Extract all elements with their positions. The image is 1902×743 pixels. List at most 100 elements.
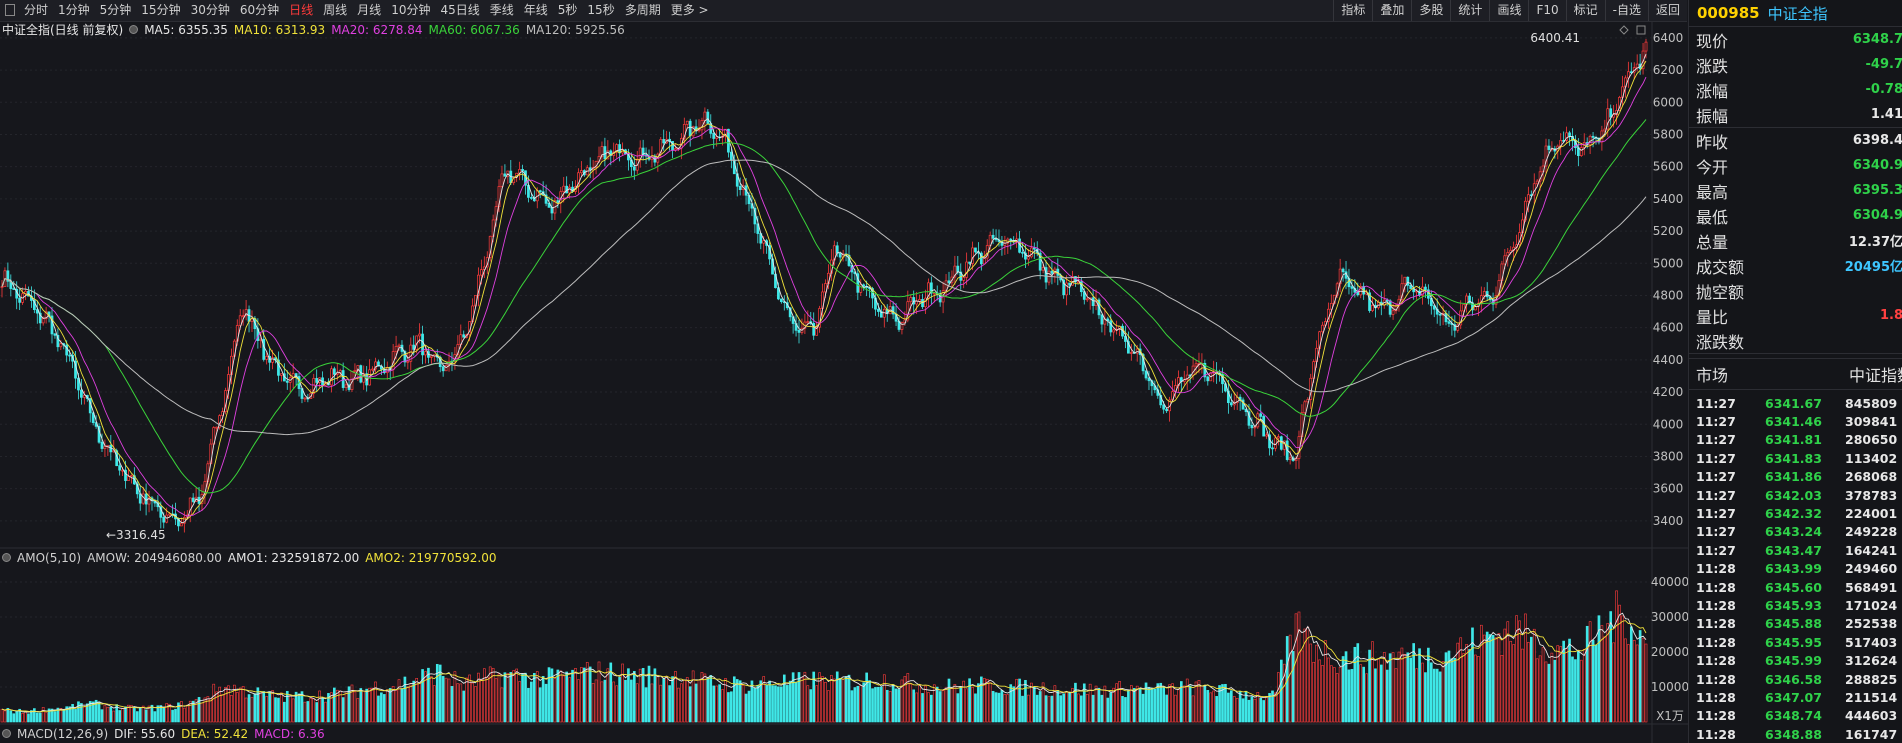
candle-body — [18, 297, 22, 303]
volume-bar — [1427, 647, 1430, 723]
volume-bar — [1362, 666, 1365, 723]
volume-bar — [1168, 684, 1171, 723]
volume-bar — [1438, 671, 1442, 723]
volume-bar — [359, 688, 363, 723]
volume-bar — [112, 710, 116, 723]
tool-button[interactable]: 指标 — [1333, 0, 1372, 21]
period-tab[interactable]: 分时 — [24, 3, 49, 17]
volume-bar — [306, 701, 310, 723]
candle-body — [1488, 296, 1492, 301]
volume-bar — [1412, 643, 1415, 723]
period-tab[interactable]: 月线 — [357, 3, 382, 17]
volume-bar — [1115, 683, 1118, 723]
candle-body — [130, 475, 133, 478]
period-tab[interactable]: 季线 — [489, 3, 514, 17]
candle-body — [1091, 297, 1095, 306]
volume-bar — [1265, 696, 1268, 723]
stock-code[interactable]: 000985 — [1697, 4, 1760, 22]
candle-body — [1350, 286, 1354, 289]
period-tab[interactable]: 15秒 — [587, 3, 615, 17]
period-tab[interactable]: 15分钟 — [141, 3, 181, 17]
ma-legend: 中证全指(日线 前复权) MA5: 6355.35 MA10: 6313.93 MA… — [2, 22, 631, 38]
volume-bar — [1209, 692, 1213, 723]
volume-bar — [1459, 637, 1463, 723]
volume-bar — [1318, 659, 1321, 723]
volume-bar — [1397, 651, 1401, 723]
volume-bar — [1582, 649, 1586, 723]
volume-bar — [341, 697, 345, 723]
period-tab[interactable]: 30分钟 — [190, 3, 230, 17]
volume-bar — [415, 678, 419, 723]
candle-body — [921, 299, 924, 308]
candle-body — [341, 370, 345, 388]
settings-dot-icon[interactable] — [129, 25, 139, 34]
volume-bar — [630, 679, 633, 723]
tool-button[interactable]: 标记 — [1565, 0, 1605, 21]
volume-bar — [485, 677, 489, 723]
volume-bar — [1277, 672, 1280, 723]
period-tab[interactable]: 45日线 — [440, 3, 480, 17]
period-tab[interactable]: 60分钟 — [239, 3, 280, 17]
tool-button[interactable]: F10 — [1528, 0, 1565, 21]
candle-body — [1329, 303, 1333, 310]
tick-price: 6343.24 — [1765, 524, 1822, 540]
volume-bar — [1359, 664, 1363, 723]
volume-bar — [1485, 631, 1489, 723]
period-tab[interactable]: 10分钟 — [391, 3, 431, 17]
menu-icon[interactable] — [5, 4, 15, 16]
tool-button[interactable]: 叠加 — [1372, 0, 1411, 21]
volume-bar — [1315, 644, 1318, 723]
period-tab[interactable]: 日线 — [289, 3, 314, 17]
volume-bar — [1091, 694, 1095, 723]
candle-body — [812, 323, 816, 336]
candle-body — [674, 148, 677, 151]
quote-row: 涨幅 -0.78 — [1689, 77, 1902, 102]
volume-bar — [935, 686, 939, 723]
volume-bar — [1532, 628, 1536, 723]
volume-bar — [1503, 628, 1507, 723]
volume-bar — [806, 685, 810, 723]
period-tab[interactable]: 周线 — [323, 3, 348, 17]
period-tab[interactable]: 多周期 — [624, 3, 661, 17]
volume-bar — [1229, 690, 1233, 723]
period-tab[interactable]: 5分钟 — [99, 3, 132, 17]
volume-bar — [594, 679, 598, 723]
tool-button[interactable]: 画线 — [1489, 0, 1528, 21]
period-tab[interactable]: 年线 — [523, 3, 548, 17]
candle-body — [1265, 434, 1268, 437]
tool-button[interactable]: 多股 — [1411, 0, 1450, 21]
volume-bar — [324, 701, 327, 723]
candle-body — [1321, 324, 1324, 333]
stock-name[interactable]: 中证全指 — [1767, 4, 1828, 23]
volume-bar — [171, 709, 174, 723]
candle-body — [1579, 147, 1583, 157]
candle-body — [409, 344, 413, 362]
volume-bar — [724, 678, 727, 723]
tick-row: 11:28 6348.74 444603 — [1689, 707, 1902, 725]
quote-row: 昨收 6398.4 — [1689, 128, 1902, 153]
tool-button[interactable]: -自选 — [1604, 0, 1648, 21]
volume-bar — [1559, 646, 1563, 723]
period-tab[interactable]: 5秒 — [557, 3, 578, 17]
volume-bar — [1627, 644, 1630, 723]
expand-icon[interactable] — [1636, 25, 1646, 35]
volume-bar — [27, 713, 30, 723]
volume-bar — [915, 692, 918, 723]
volume-bar — [1215, 696, 1218, 723]
volume-bar — [438, 664, 442, 723]
tool-button[interactable]: 返回 — [1647, 0, 1687, 21]
macd-settings-dot-icon[interactable] — [2, 729, 11, 738]
diamond-icon[interactable] — [1619, 25, 1629, 35]
macd-indicator-label: DIF: 55.60 — [114, 727, 176, 741]
candle-body — [1000, 241, 1004, 246]
candle-body — [53, 333, 57, 336]
volume-bar — [18, 708, 21, 723]
amo-settings-dot-icon[interactable] — [2, 553, 11, 562]
tick-list[interactable]: 11:27 6341.67 845809 11:27 6341.46 309841 11:2… — [1689, 390, 1902, 743]
volume-bar — [941, 690, 945, 723]
volume-bar — [1065, 691, 1068, 723]
period-tab[interactable]: 更多 > — [670, 3, 709, 17]
period-tab[interactable]: 1分钟 — [58, 3, 90, 17]
kline-chart[interactable]: 6400 6200 6000 5800 5600 5400 5200 5000 4800 4600… — [0, 0, 1688, 743]
tool-button[interactable]: 统计 — [1450, 0, 1489, 21]
